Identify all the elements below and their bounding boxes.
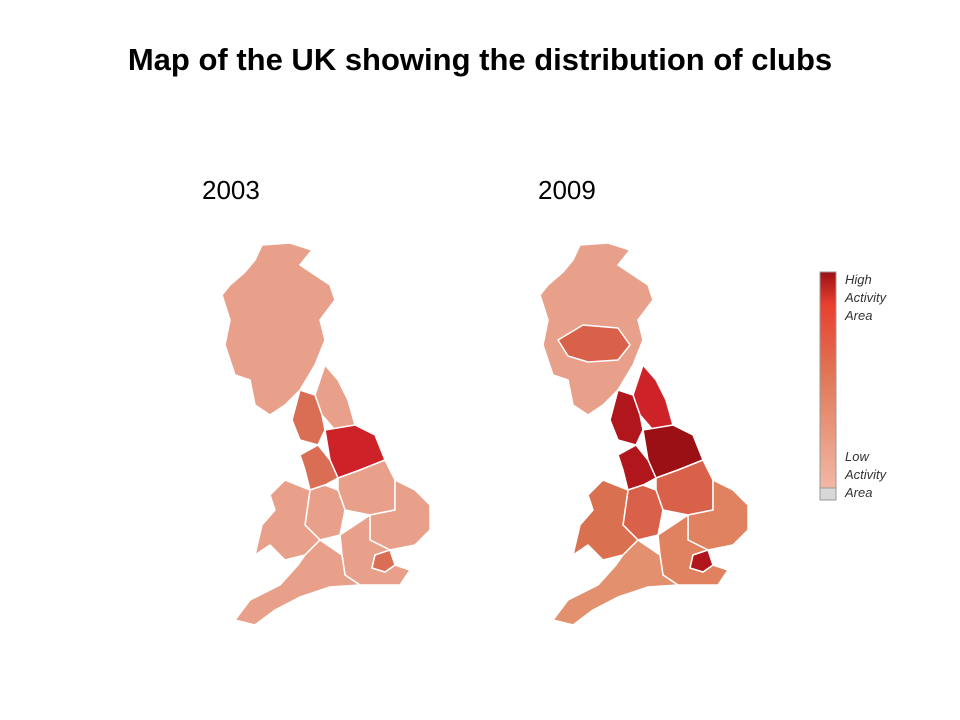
scotland: [221, 242, 336, 416]
map-2009: [539, 242, 749, 626]
north-west-upper: [609, 389, 644, 446]
legend-text: Activity: [844, 467, 888, 482]
london: [689, 549, 714, 573]
map-2003: [221, 242, 431, 626]
legend: High Activity Area Low Activity Area: [819, 271, 888, 501]
title: Map of the UK showing the distribution o…: [127, 42, 833, 77]
central-belt: [557, 324, 631, 363]
wales: [572, 479, 639, 561]
east: [687, 479, 749, 551]
london: [371, 549, 396, 573]
map-label: 2003: [202, 175, 260, 205]
legend-scale: [819, 271, 837, 489]
legend-text: Area: [844, 485, 872, 500]
wales: [254, 479, 321, 561]
south-west: [552, 539, 679, 626]
east: [369, 479, 431, 551]
map-label: 2009: [538, 175, 596, 205]
legend-text: Area: [844, 308, 872, 323]
legend-text: Activity: [844, 290, 888, 305]
legend-text: Low: [845, 449, 870, 464]
legend-no-data: [819, 487, 837, 501]
legend-text: High: [845, 272, 872, 287]
south-west: [234, 539, 361, 626]
north-west-upper: [291, 389, 326, 446]
